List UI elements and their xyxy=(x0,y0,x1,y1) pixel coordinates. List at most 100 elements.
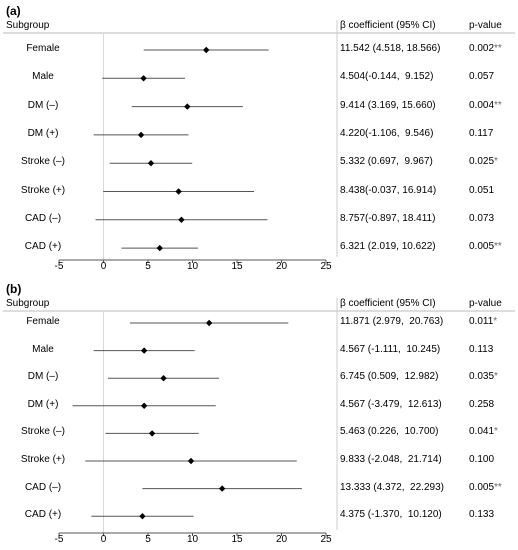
subgroup-label: Male xyxy=(32,71,54,83)
subgroup-header: Subgroup xyxy=(6,298,50,309)
significance-marker: * xyxy=(494,371,498,383)
point-estimate-marker xyxy=(139,513,146,520)
p-value-number: 0.057 xyxy=(469,71,495,83)
significance-marker: * xyxy=(494,156,498,168)
p-value-number: 0.100 xyxy=(469,454,495,465)
ci-value: 13.333 (4.372, 22.293) xyxy=(340,481,444,493)
p-value: 0.025* xyxy=(469,156,498,167)
p-value-number: 0.002 xyxy=(469,43,495,54)
forest-plot-panel-b: (b) Subgroup β coefficient (95% CI) p-va… xyxy=(0,278,518,550)
x-tick-label: 25 xyxy=(320,261,332,272)
subgroup-label: Stroke (+) xyxy=(20,454,66,465)
p-value: 0.100 xyxy=(469,454,494,465)
x-tick-label: -5 xyxy=(55,534,64,545)
p-value-number: 0.073 xyxy=(469,212,495,224)
subgroup-label: Stroke (–) xyxy=(21,156,65,168)
point-estimate-marker xyxy=(160,375,167,382)
ci-value: 11.871 (2.979, 20.763) xyxy=(340,316,444,327)
ci-value: 4.504(-0.144, 9.152) xyxy=(340,71,434,83)
point-estimate-marker xyxy=(147,160,155,167)
significance-marker: * xyxy=(493,316,498,327)
subgroup-label: CAD (+) xyxy=(24,241,62,253)
p-value: 0.113 xyxy=(469,344,493,355)
p-value: 0.117 xyxy=(469,128,493,139)
forest-plot-svg: -5 0 5 10 15 20 25 xyxy=(3,20,515,272)
forest-plot-svg: -5 0 5 10 15 20 25 xyxy=(3,298,515,545)
subgroup-label: CAD (–) xyxy=(24,481,62,493)
forest-plot-panel-a: (a) Subgroup β coefficient (95% CI) p-va… xyxy=(3,4,515,272)
pvalue-header: p-value xyxy=(469,298,502,309)
ci-value: 8.757(-0.897, 18.411) xyxy=(340,212,436,224)
p-value-number: 0.133 xyxy=(469,509,495,521)
x-tick-label: 10 xyxy=(187,534,199,545)
subgroup-label: Stroke (+) xyxy=(20,184,66,196)
p-value: 0.133 xyxy=(469,509,494,520)
subgroup-header: Subgroup xyxy=(6,20,50,31)
x-tick-label: 0 xyxy=(101,534,107,545)
ci-value: 6.745 (0.509, 12.982) xyxy=(340,371,439,383)
p-value-number: 0.117 xyxy=(469,127,494,139)
ci-value: 4.375 (-1.370, 10.120) xyxy=(340,509,442,521)
point-estimate-marker xyxy=(178,216,185,223)
x-tick-label: -5 xyxy=(55,261,64,272)
subgroup-label: Female xyxy=(26,316,60,327)
p-value: 0.004** xyxy=(469,100,502,111)
panel-label: (b) xyxy=(6,282,22,296)
significance-marker: ** xyxy=(494,481,502,493)
x-tick-label: 25 xyxy=(320,534,332,545)
p-value: 0.002** xyxy=(469,43,502,54)
p-value-number: 0.041 xyxy=(469,426,495,438)
p-value: 0.011* xyxy=(469,316,497,327)
x-tick-label: 20 xyxy=(276,261,288,272)
x-tick-label: 0 xyxy=(101,261,107,272)
p-value-number: 0.051 xyxy=(469,184,495,196)
x-tick-label: 20 xyxy=(276,534,288,545)
ci-value: 6.321 (2.019, 10.622) xyxy=(340,241,436,253)
p-value-number: 0.258 xyxy=(469,398,495,410)
point-estimate-marker xyxy=(218,485,226,492)
p-value-number: 0.005 xyxy=(469,241,495,253)
ci-value: 4.220(-1.106, 9.546) xyxy=(340,127,434,139)
panel-label: (a) xyxy=(6,4,21,18)
subgroup-label: Male xyxy=(32,343,54,355)
x-tick-label: 15 xyxy=(231,534,243,545)
subgroup-label: DM (+) xyxy=(27,398,59,410)
point-estimate-marker xyxy=(148,430,156,437)
p-value-number: 0.011 xyxy=(469,316,494,327)
subgroup-label: CAD (+) xyxy=(24,509,62,521)
ci-value: 5.332 (0.697, 9.967) xyxy=(340,156,433,168)
point-estimate-marker xyxy=(175,188,182,195)
p-value: 0.258 xyxy=(469,399,494,410)
point-estimate-marker xyxy=(140,75,147,82)
point-estimate-marker xyxy=(140,347,148,354)
p-value: 0.051 xyxy=(469,185,494,196)
ci-value: 11.542 (4.518, 18.566) xyxy=(340,43,441,54)
significance-marker: ** xyxy=(494,43,502,54)
point-estimate-marker xyxy=(137,131,145,139)
subgroup-label: CAD (–) xyxy=(24,212,62,224)
subgroup-label: DM (–) xyxy=(27,371,59,383)
p-value: 0.073 xyxy=(469,213,494,224)
p-value: 0.005** xyxy=(469,482,502,493)
ci-value: 5.463 (0.226, 10.700) xyxy=(340,426,439,438)
p-value-number: 0.004 xyxy=(469,99,495,111)
p-value: 0.035* xyxy=(469,371,498,382)
subgroup-label: Stroke (–) xyxy=(21,426,65,438)
beta-header: β coefficient (95% CI) xyxy=(340,20,436,31)
subgroup-label: Female xyxy=(26,43,60,54)
beta-header: β coefficient (95% CI) xyxy=(340,298,436,309)
x-tick-label: 5 xyxy=(145,534,151,545)
p-value-number: 0.035 xyxy=(469,371,495,383)
p-value: 0.005** xyxy=(469,241,502,252)
x-tick-label: 5 xyxy=(145,261,151,272)
p-value-number: 0.005 xyxy=(469,481,495,493)
ci-value: 9.833 (-2.048, 21.714) xyxy=(340,454,442,465)
p-value: 0.057 xyxy=(469,71,494,82)
significance-marker: * xyxy=(494,426,498,438)
p-value-number: 0.025 xyxy=(469,156,495,168)
ci-value: 4.567 (-3.479, 12.613) xyxy=(340,398,442,410)
subgroup-label: DM (+) xyxy=(27,127,59,139)
ci-value: 4.567 (-1.111, 10.245) xyxy=(340,343,441,355)
p-value: 0.041* xyxy=(469,426,498,437)
significance-marker: ** xyxy=(494,99,502,111)
